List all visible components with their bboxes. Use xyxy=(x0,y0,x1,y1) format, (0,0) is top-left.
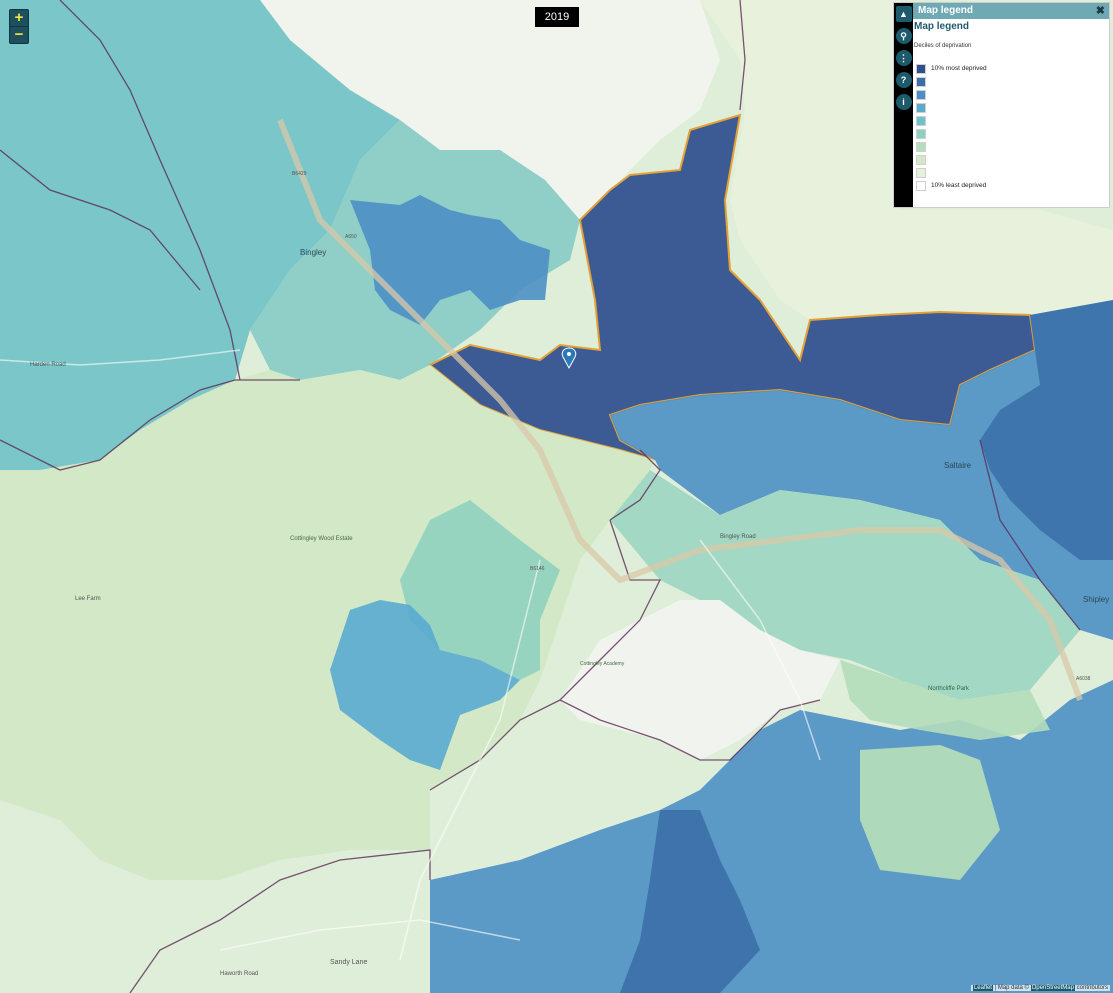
minor-roads xyxy=(0,349,821,961)
legend-swatch xyxy=(916,76,926,87)
search-zoom-icon[interactable]: ⚲ xyxy=(895,28,912,44)
area-central-light-teal[interactable] xyxy=(610,470,1080,700)
area-least-deprived-north[interactable] xyxy=(260,0,720,220)
roads xyxy=(277,118,1083,702)
legend-header: Map legend xyxy=(913,3,1109,19)
label-northcliffe: Northcliffe Park xyxy=(928,686,970,692)
layers-icon[interactable]: ⋮ xyxy=(895,50,912,66)
pin-icon[interactable]: ▲ xyxy=(895,6,912,22)
label-cottingley-academy: Cottingley Academy xyxy=(580,661,625,667)
label-b6146: B6146 xyxy=(530,566,545,572)
legend-subtitle: Deciles of deprivation xyxy=(914,43,972,49)
legend-title: Map legend xyxy=(914,21,970,32)
attribution-contrib: contributors xyxy=(1074,985,1108,991)
area-pale-north-east[interactable] xyxy=(700,0,1113,320)
legend-swatch xyxy=(916,89,926,100)
legend-item xyxy=(916,88,987,101)
info-icon[interactable]: i xyxy=(895,94,912,110)
label-saltaire: Saltaire xyxy=(944,461,972,470)
label-a6038: A6038 xyxy=(1076,676,1091,682)
legend-item: 10% least deprived xyxy=(916,179,987,192)
legend-item xyxy=(916,153,987,166)
help-icon[interactable]: ? xyxy=(895,72,912,88)
label-bingley: Bingley xyxy=(300,248,326,257)
area-cottingley-blue[interactable] xyxy=(330,600,520,770)
label-sandy-lane: Sandy Lane xyxy=(330,959,367,966)
legend-swatch xyxy=(916,102,926,113)
label-lee-farm: Lee Farm xyxy=(75,596,101,602)
close-icon[interactable]: ✖ xyxy=(1095,5,1105,17)
legend-item xyxy=(916,101,987,114)
legend-list: 10% most deprived 10% least deprived xyxy=(916,62,987,192)
attribution-text: | Map data © xyxy=(992,985,1031,991)
label-haworth-road: Haworth Road xyxy=(220,971,258,977)
legend-swatch xyxy=(916,115,926,126)
area-south-dark[interactable] xyxy=(620,810,760,993)
legend-panel: ▲ ⚲ ⋮ ? i Map legend ✖ Map legend Decile… xyxy=(893,2,1110,208)
zoom-control: + − xyxy=(9,9,29,44)
legend-swatch xyxy=(916,128,926,139)
area-southwest-pale-green[interactable] xyxy=(0,365,655,880)
legend-swatch xyxy=(916,154,926,165)
legend-item xyxy=(916,114,987,127)
zoom-in-button[interactable]: + xyxy=(14,9,24,26)
map-attribution: Leaflet | Map data © OpenStreetMap contr… xyxy=(970,985,1110,991)
label-bingley-road: Bingley Road xyxy=(720,534,756,540)
area-northcliffe-green[interactable] xyxy=(840,660,1050,740)
label-b6429: B6429 xyxy=(292,171,307,177)
label-harden-road: Harden Road xyxy=(30,362,66,368)
label-a650: A650 xyxy=(345,234,357,240)
label-shipley: Shipley xyxy=(1083,595,1109,604)
osm-link[interactable]: OpenStreetMap xyxy=(1030,985,1075,991)
area-northcliffe-golf[interactable] xyxy=(860,745,1000,880)
area-cottingley-teal[interactable] xyxy=(400,500,560,680)
legend-item: 10% most deprived xyxy=(916,62,987,75)
legend-label: 10% least deprived xyxy=(931,182,987,189)
ward-boundaries xyxy=(0,0,1081,993)
area-west-teal[interactable] xyxy=(0,0,400,470)
legend-item xyxy=(916,75,987,88)
legend-item xyxy=(916,140,987,153)
legend-label: 10% most deprived xyxy=(931,65,987,72)
legend-swatch xyxy=(916,63,926,74)
legend-item xyxy=(916,127,987,140)
legend-swatch xyxy=(916,167,926,178)
area-bingley-blue[interactable] xyxy=(350,195,550,325)
legend-toolbar: ▲ ⚲ ⋮ ? i xyxy=(894,3,913,207)
legend-swatch xyxy=(916,180,926,191)
legend-swatch xyxy=(916,141,926,152)
zoom-out-button[interactable]: − xyxy=(10,26,28,43)
area-east-dark-blue[interactable] xyxy=(980,300,1113,560)
year-label: 2019 xyxy=(535,7,579,27)
leaflet-link[interactable]: Leaflet xyxy=(972,985,993,991)
legend-item xyxy=(916,166,987,179)
label-cottingley: Cottingley Wood Estate xyxy=(290,536,353,542)
location-marker[interactable] xyxy=(561,347,577,370)
